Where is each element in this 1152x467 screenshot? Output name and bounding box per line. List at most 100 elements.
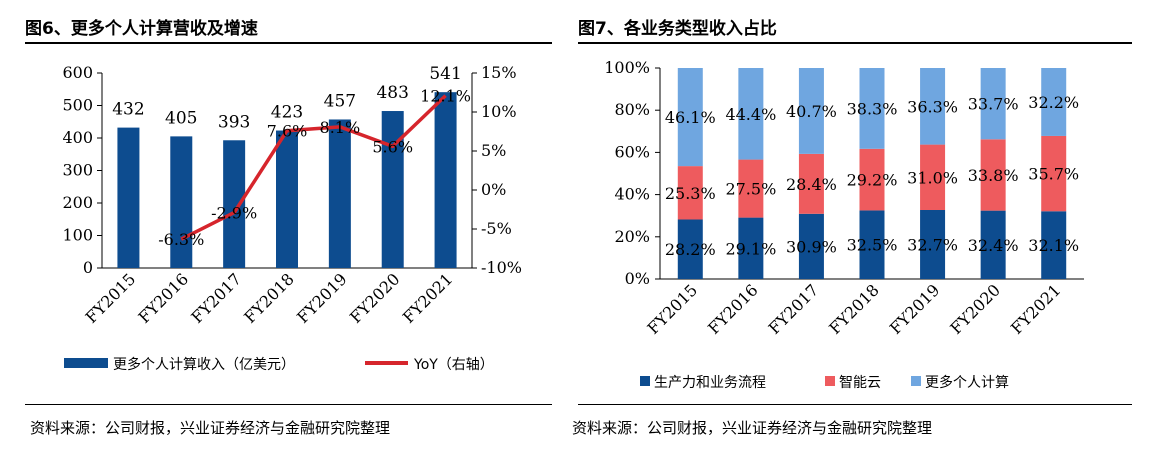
revenue-bar [117, 127, 140, 268]
legend-swatch-segment-productivity [640, 376, 650, 386]
segment-intelligent-cloud-bar [738, 159, 764, 218]
x-category-label: FY2016 [135, 269, 193, 327]
segment-intelligent-cloud-bar [798, 153, 824, 214]
segment-more-personal-computing-bar [738, 68, 764, 160]
x-category-label: FY2015 [644, 280, 702, 338]
y2-tick-label: -10% [481, 258, 522, 277]
y-tick-label: 0% [625, 269, 650, 288]
x-category-label: FY2015 [82, 269, 140, 327]
segment-productivity-bar [1041, 211, 1067, 279]
segment-productivity-label: 32.1% [1028, 236, 1079, 255]
x-category-label: FY2021 [399, 269, 457, 327]
right-source-rule [578, 404, 1132, 405]
segment-productivity-bar [677, 219, 703, 279]
segment-more-personal-computing-label: 32.2% [1028, 93, 1079, 112]
segment-productivity-bar [738, 217, 764, 279]
segment-more-personal-computing-bar [1041, 68, 1067, 136]
segment-more-personal-computing-label: 38.3% [847, 99, 898, 118]
segment-productivity-label: 32.4% [968, 236, 1019, 255]
y2-tick-label: -5% [481, 219, 512, 238]
x-category-label: FY2018 [240, 269, 298, 327]
y2-tick-label: 5% [481, 141, 506, 160]
segment-intelligent-cloud-label: 27.5% [725, 180, 776, 199]
yoy-data-label: -2.9% [211, 204, 257, 223]
right-figure-title: 图7、各业务类型收入占比 [578, 19, 777, 39]
segment-intelligent-cloud-label: 28.4% [786, 175, 837, 194]
segment-more-personal-computing-bar [980, 68, 1006, 140]
legend-swatch-segment-more-personal-computing [911, 376, 921, 386]
y2-tick-label: 0% [481, 180, 506, 199]
x-category-label: FY2017 [765, 280, 823, 338]
y2-tick-label: 15% [481, 63, 517, 82]
segment-intelligent-cloud-label: 29.2% [847, 171, 898, 190]
segment-productivity-bar [859, 210, 885, 279]
x-category-label: FY2020 [346, 269, 404, 327]
legend-swatch-revenue [64, 358, 108, 368]
segment-more-personal-computing-bar [798, 68, 824, 154]
revenue-growth-chart: 0 100 200 300 400 500 600 -10% -5% 0% 5% 10% 15% 432 4… [62, 63, 522, 373]
x-category-label: FY2020 [946, 280, 1004, 338]
yoy-line [180, 94, 447, 241]
business-share-chart: 0% 20% 40% 60% 80% 100% 28.2% 25.3% 46.1% FY2015 2… [604, 58, 1084, 391]
segment-more-personal-computing-bar [677, 68, 703, 167]
y-tick-label: 500 [62, 96, 93, 115]
segment-more-personal-computing-bar [859, 68, 885, 149]
segment-productivity-bar [798, 213, 824, 279]
segment-more-personal-computing-label: 44.4% [725, 105, 776, 124]
left-source-note: 资料来源：公司财报，兴业证券经济与金融研究院整理 [30, 419, 391, 437]
yoy-data-label: 5.6% [372, 137, 413, 156]
yoy-data-label: -6.3% [158, 230, 204, 249]
revenue-bar-label: 457 [324, 91, 356, 111]
right-figure-panel: 图7、各业务类型收入占比 0% 20% 40% 60% 80% 100% 28.2% 25.3… [572, 0, 1152, 467]
legend-label-segment-more-personal-computing: 更多个人计算 [925, 374, 1009, 391]
revenue-bar [434, 92, 457, 268]
segment-intelligent-cloud-bar [920, 144, 946, 211]
y-tick-label: 0 [83, 258, 93, 277]
left-title-rule [25, 42, 552, 44]
revenue-bar [381, 111, 404, 269]
left-figure-panel: 图6、更多个人计算营收及增速 0 100 200 300 400 500 600 -10% -5… [0, 0, 572, 467]
yoy-data-label: 8.1% [320, 118, 361, 137]
legend-swatch-segment-intelligent-cloud [825, 376, 835, 386]
segment-more-personal-computing-label: 33.7% [968, 95, 1019, 114]
y-tick-label: 600 [62, 63, 93, 82]
revenue-bar-label: 483 [376, 83, 408, 103]
legend-label-segment-productivity: 生产力和业务流程 [654, 375, 766, 391]
segment-intelligent-cloud-bar [1041, 135, 1067, 212]
left-figure-title: 图6、更多个人计算营收及增速 [25, 19, 258, 39]
segment-more-personal-computing-label: 36.3% [907, 97, 958, 116]
yoy-data-label: 12.1% [420, 87, 471, 106]
yoy-data-label: 7.6% [267, 122, 308, 141]
segment-more-personal-computing-bar [920, 68, 946, 145]
y-tick-label: 80% [614, 100, 650, 119]
segment-intelligent-cloud-label: 35.7% [1028, 165, 1079, 184]
segment-more-personal-computing-label: 46.1% [665, 108, 716, 127]
x-category-label: FY2019 [293, 269, 351, 327]
legend-label-yoy: YoY（右轴） [413, 357, 494, 373]
segment-productivity-label: 32.7% [907, 236, 958, 255]
x-category-label: FY2019 [886, 280, 944, 338]
right-source-note: 资料来源：公司财报，兴业证券经济与金融研究院整理 [572, 419, 933, 437]
segment-productivity-bar [980, 210, 1006, 279]
y-tick-label: 100% [604, 58, 650, 77]
segment-productivity-label: 28.2% [665, 240, 716, 259]
segment-intelligent-cloud-label: 33.8% [968, 166, 1019, 185]
segment-productivity-label: 29.1% [725, 239, 776, 258]
y-tick-label: 300 [62, 161, 93, 180]
segment-productivity-bar [920, 210, 946, 279]
segment-productivity-label: 32.5% [847, 236, 898, 255]
segment-intelligent-cloud-label: 25.3% [665, 184, 716, 203]
right-title-rule [578, 42, 1132, 44]
y2-tick-label: 10% [481, 102, 517, 121]
y-tick-label: 100 [62, 226, 93, 245]
revenue-bar-label: 432 [112, 100, 144, 120]
revenue-bar [223, 140, 246, 268]
revenue-bar-label: 405 [165, 108, 197, 128]
y-tick-label: 20% [614, 227, 650, 246]
segment-intelligent-cloud-bar [859, 148, 885, 211]
segment-intelligent-cloud-bar [980, 139, 1006, 211]
segment-intelligent-cloud-label: 31.0% [907, 168, 958, 187]
y-tick-label: 200 [62, 193, 93, 212]
revenue-bar-label: 541 [429, 64, 461, 84]
legend-label-revenue: 更多个人计算收入（亿美元） [113, 356, 295, 373]
